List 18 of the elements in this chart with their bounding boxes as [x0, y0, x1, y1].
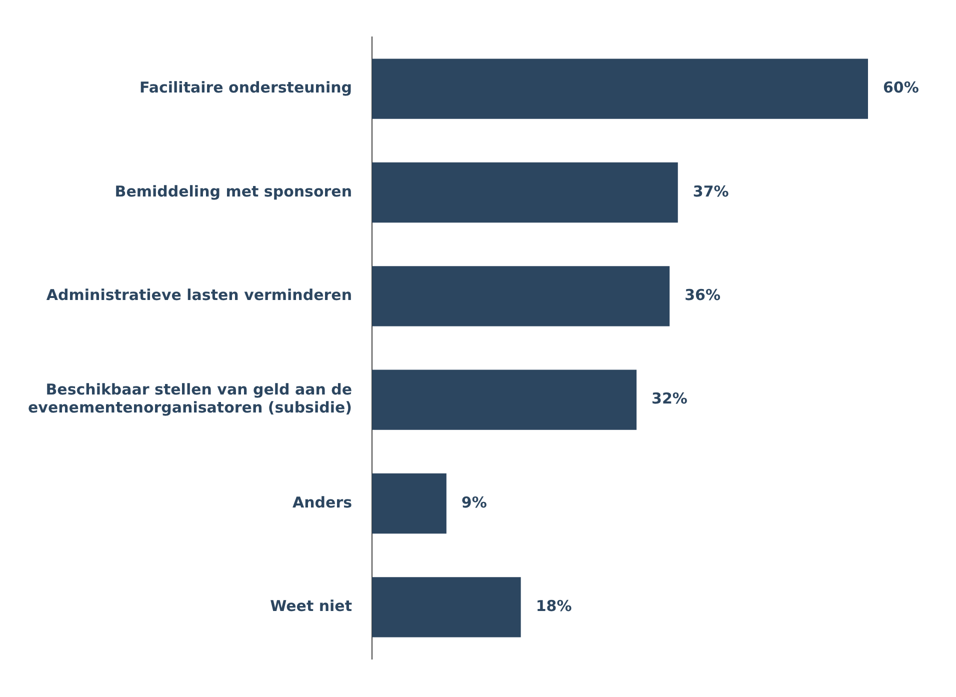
bar: [372, 58, 868, 119]
y-tick-label: Beschikbaar stellen van geld aan de evenementenorganisatoren (subsidie): [28, 380, 352, 417]
data-label: 60%: [883, 78, 919, 97]
y-tick-label: Bemiddeling met sponsoren: [114, 182, 352, 200]
bar: [372, 473, 446, 534]
data-label: 32%: [652, 390, 688, 408]
bar: [372, 370, 637, 430]
bar: [372, 577, 521, 638]
bar: [372, 162, 678, 223]
y-tick-label: Weet niet: [270, 597, 352, 616]
bar: [372, 266, 670, 326]
data-label: 36%: [684, 286, 721, 304]
y-tick-label: Administratieve lasten verminderen: [46, 286, 352, 304]
data-label: 18%: [536, 597, 572, 616]
data-label: 37%: [692, 182, 729, 200]
y-tick-label: Anders: [292, 493, 352, 512]
data-label: 9%: [461, 493, 487, 512]
y-tick-label: Facilitaire ondersteuning: [140, 78, 352, 97]
